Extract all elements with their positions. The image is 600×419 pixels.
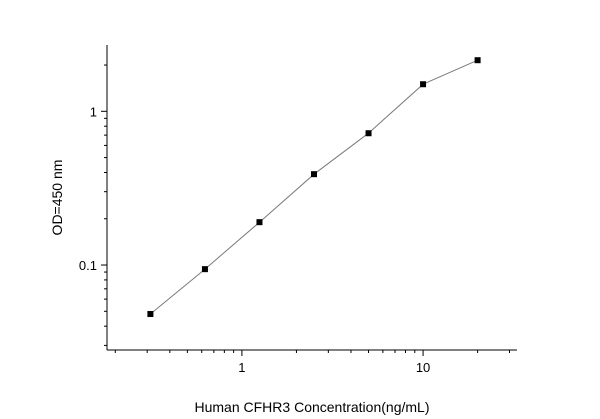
x-tick-label: 10: [416, 360, 430, 375]
plot-area: [147, 57, 481, 318]
data-point: [365, 130, 372, 137]
data-point: [420, 81, 427, 88]
series-line: [150, 59, 478, 315]
x-tick-label: 1: [238, 360, 245, 375]
data-point: [474, 57, 481, 64]
y-tick-label: 1: [90, 104, 97, 119]
y-axis-title: OD=450 nm: [49, 160, 65, 236]
x-axis-title: Human CFHR3 Concentration(ng/mL): [195, 399, 430, 415]
axes: [106, 45, 517, 351]
data-point: [147, 311, 154, 318]
data-point: [311, 171, 318, 178]
ticks: 1 10 0.1 1: [79, 64, 511, 375]
data-point: [201, 266, 208, 273]
y-tick-label: 0.1: [79, 258, 97, 273]
data-point: [256, 219, 263, 226]
